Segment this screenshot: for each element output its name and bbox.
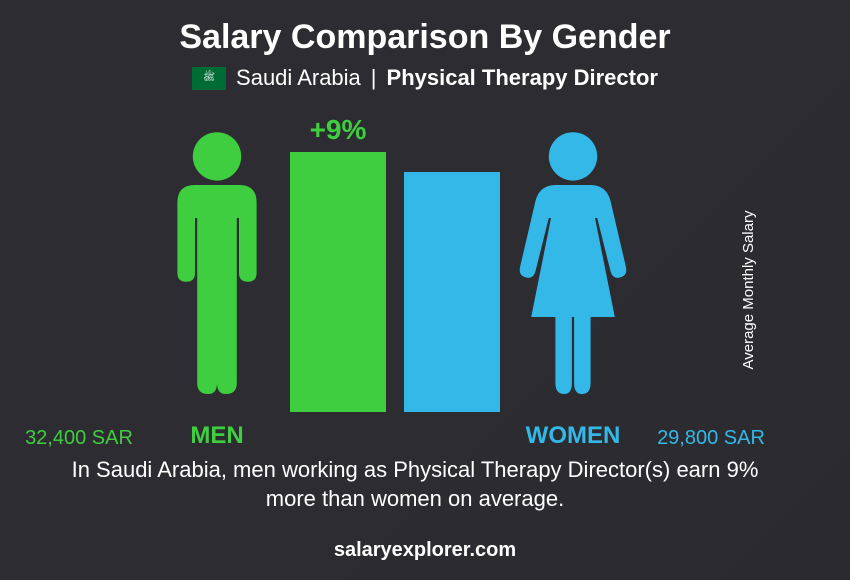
saudi-flag-icon: ﷺ — [192, 67, 226, 90]
women-bar — [404, 172, 500, 412]
chart-area: 32,400 SAR MEN +9% X X WOMEN 29, — [0, 100, 790, 460]
separator: | — [371, 65, 377, 91]
job-title-label: Physical Therapy Director — [387, 65, 658, 91]
man-icon — [162, 112, 272, 412]
subtitle-row: ﷺ Saudi Arabia | Physical Therapy Direct… — [0, 65, 850, 91]
country-label: Saudi Arabia — [236, 65, 361, 91]
men-category-label: MEN — [190, 412, 243, 460]
women-icon-column: WOMEN — [518, 100, 628, 460]
woman-icon — [518, 112, 628, 412]
men-salary-column: 32,400 SAR — [14, 100, 144, 460]
women-salary-value: 29,800 SAR — [646, 417, 776, 460]
diff-percent-label: +9% — [310, 114, 367, 146]
page-title: Salary Comparison By Gender — [0, 0, 850, 57]
y-axis-label: Average Monthly Salary — [740, 211, 757, 370]
women-bar-column: X — [404, 100, 500, 460]
watermark-link[interactable]: salaryexplorer.com — [0, 539, 850, 562]
women-category-label: WOMEN — [526, 412, 621, 460]
summary-text: In Saudi Arabia, men working as Physical… — [60, 455, 770, 514]
men-salary-value: 32,400 SAR — [14, 417, 144, 460]
men-bar-column: +9% X — [290, 100, 386, 460]
men-icon-column: MEN — [162, 100, 272, 460]
men-bar — [290, 152, 386, 412]
